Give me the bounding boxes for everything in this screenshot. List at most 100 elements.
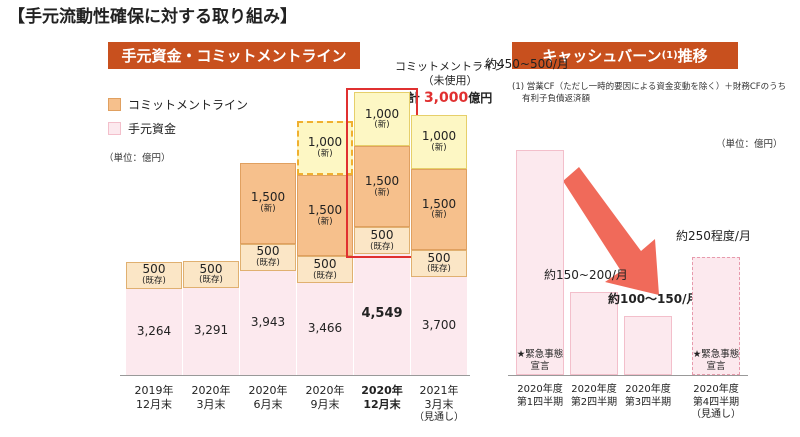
commit-existing-tag-5: (既存) xyxy=(370,241,394,252)
x-label-1: 2019年 12月末 xyxy=(124,384,184,412)
commit-existing-bar-5: 500 (既存) xyxy=(354,227,410,255)
right-chart-baseline xyxy=(508,375,748,376)
commit-new1500-bar-5: 1,500 (新) xyxy=(354,146,410,228)
commit-existing-value-2: 500 xyxy=(199,261,223,276)
right-x-label-line2-4: 第4四半期 xyxy=(692,396,740,408)
commit-new1000-bar-5: 1,000 (新) xyxy=(354,92,410,147)
commit-new1500-bar-3: 1,500 (新) xyxy=(240,162,296,244)
cash-value-label-5: 4,549 xyxy=(361,306,403,322)
right-x-label-line2-1: 第1四半期 xyxy=(516,396,564,408)
callout-amount: 3,000 xyxy=(423,89,469,106)
right-note-line1: (1) 営業CF（ただし一時的要因による資金変動を除く）＋財務CFのうち xyxy=(512,82,787,92)
right-unit-label: （単位：億円） xyxy=(716,139,783,150)
commit-existing-tag-1: (既存) xyxy=(142,276,166,287)
legend-label-commitment: コミットメントライン xyxy=(128,98,249,112)
right-panel-banner: キャッシュバーン (1) 推移 xyxy=(512,42,738,69)
right-note-line2: 有利子負債返済額 xyxy=(522,94,591,104)
commit-existing-bar-2: 500 (既存) xyxy=(183,260,239,288)
commit-new1500-value-3: 1,500 xyxy=(250,190,286,205)
commit-new1500-tag-4: (新) xyxy=(317,216,333,227)
commit-new1500-value-6: 1,500 xyxy=(421,196,457,211)
legend-swatch-cash xyxy=(108,122,121,135)
right-banner-footnote: (1) xyxy=(661,50,678,61)
right-x-label-1: 2020年度 第1四半期 xyxy=(510,384,570,409)
commit-existing-bar-6: 500 (既存) xyxy=(411,249,467,277)
commit-existing-tag-6: (既存) xyxy=(427,264,451,275)
commit-new1000-bar-4: 1,000 (新) xyxy=(297,121,353,176)
decline-arrow-icon xyxy=(563,167,659,295)
cashburn-bar-1 xyxy=(516,150,564,375)
x-label-line1-6: 2021年 xyxy=(419,384,459,397)
emergency-annotation-line1-1: ★緊急事態 xyxy=(516,349,564,360)
emergency-annotation-line1-2: ★緊急事態 xyxy=(692,349,740,360)
right-banner-suffix: 推移 xyxy=(677,47,708,65)
callout-line1: コミットメントライン xyxy=(395,60,505,73)
x-label-line2-2: 3月末 xyxy=(196,397,226,411)
cash-bar-4: 3,466 xyxy=(297,283,353,375)
x-label-2: 2020年 3月末 xyxy=(181,384,241,412)
cash-value-label-2: 3,291 xyxy=(193,323,229,338)
callout-suffix: 億円 xyxy=(468,90,493,105)
x-label-line2-1: 12月末 xyxy=(136,397,172,411)
x-label-line1-2: 2020年 xyxy=(191,384,231,397)
x-label-5: 2020年 12月末 xyxy=(352,384,412,412)
right-x-label-2: 2020年度 第2四半期 xyxy=(564,384,624,409)
right-x-label-3: 2020年度 第3四半期 xyxy=(618,384,678,409)
commit-new1500-value-5: 1,500 xyxy=(364,174,400,189)
x-label-line1-1: 2019年 xyxy=(134,384,174,397)
commit-new1500-tag-6: (新) xyxy=(431,210,447,221)
commit-new1000-bar-6: 1,000 (新) xyxy=(411,114,467,169)
x-label-line1-4: 2020年 xyxy=(305,384,345,397)
cash-value-label-1: 3,264 xyxy=(136,323,172,338)
right-x-label-line1-1: 2020年度 xyxy=(517,384,563,395)
emergency-annotation-1: ★緊急事態 宣言 xyxy=(508,349,572,373)
x-label-line1-3: 2020年 xyxy=(248,384,288,397)
x-label-line2-5: 12月末 xyxy=(363,397,401,411)
commit-new1500-tag-5: (新) xyxy=(374,187,390,198)
commit-new1000-value-5: 1,000 xyxy=(364,106,400,121)
commit-existing-bar-3: 500 (既存) xyxy=(240,243,296,271)
cashburn-value-label-3: 約100～150/月 xyxy=(608,291,699,306)
cash-bar-2: 3,291 xyxy=(183,287,239,375)
cashburn-bar-4 xyxy=(692,256,740,375)
commit-new1500-bar-6: 1,500 (新) xyxy=(411,168,467,250)
commit-existing-tag-4: (既存) xyxy=(313,270,337,281)
x-label-line1-5: 2020年 xyxy=(361,384,403,397)
cash-value-label-4: 3,466 xyxy=(307,321,343,336)
emergency-annotation-line2-2: 宣言 xyxy=(706,360,726,372)
x-label-3: 2020年 6月末 xyxy=(238,384,298,412)
legend-cash: 手元資金 xyxy=(108,120,176,137)
commit-existing-value-5: 500 xyxy=(370,228,394,243)
cash-bar-5: 4,549 xyxy=(354,254,410,375)
right-banner-text: キャッシュバーン xyxy=(542,47,662,65)
cashburn-value-label-1: 約450~500/月 xyxy=(485,57,569,72)
page-title: 【手元流動性確保に対する取り組み】 xyxy=(8,7,297,27)
commit-existing-value-3: 500 xyxy=(256,244,280,259)
right-x-label-line2-2: 第2四半期 xyxy=(570,396,618,408)
cash-value-label-3: 3,943 xyxy=(250,314,286,329)
emergency-annotation-line2-1: 宣言 xyxy=(530,360,550,372)
commit-new1000-value-6: 1,000 xyxy=(421,129,457,144)
commit-new1000-value-4: 1,000 xyxy=(307,135,343,150)
callout-line2: （未使用） xyxy=(422,74,478,88)
right-x-label-line2-3: 第3四半期 xyxy=(624,396,672,408)
commit-new1000-tag-5: (新) xyxy=(374,120,390,131)
right-x-label-line1-4: 2020年度 xyxy=(693,384,739,395)
legend-label-cash: 手元資金 xyxy=(128,122,177,136)
cashburn-value-label-4: 約250程度/月 xyxy=(676,228,751,243)
cash-bar-6: 3,700 xyxy=(411,276,467,375)
legend-swatch-commitment xyxy=(108,98,121,111)
cash-bar-3: 3,943 xyxy=(240,270,296,375)
left-panel-banner: 手元資金・コミットメントライン xyxy=(108,42,360,69)
emergency-annotation-2: ★緊急事態 宣言 xyxy=(684,349,748,373)
x-label-6: 2021年 3月末 （見通し） xyxy=(409,384,469,424)
x-label-4: 2020年 9月末 xyxy=(295,384,355,412)
x-label-line3-6: （見通し） xyxy=(414,411,464,423)
right-x-label-line1-3: 2020年度 xyxy=(625,384,671,395)
commit-existing-tag-3: (既存) xyxy=(256,258,280,269)
commit-existing-bar-1: 500 (既存) xyxy=(126,261,182,289)
x-label-line2-4: 9月末 xyxy=(310,397,340,411)
cashburn-value-label-2: 約150~200/月 xyxy=(544,268,628,283)
left-unit-label: （単位：億円） xyxy=(104,153,171,164)
